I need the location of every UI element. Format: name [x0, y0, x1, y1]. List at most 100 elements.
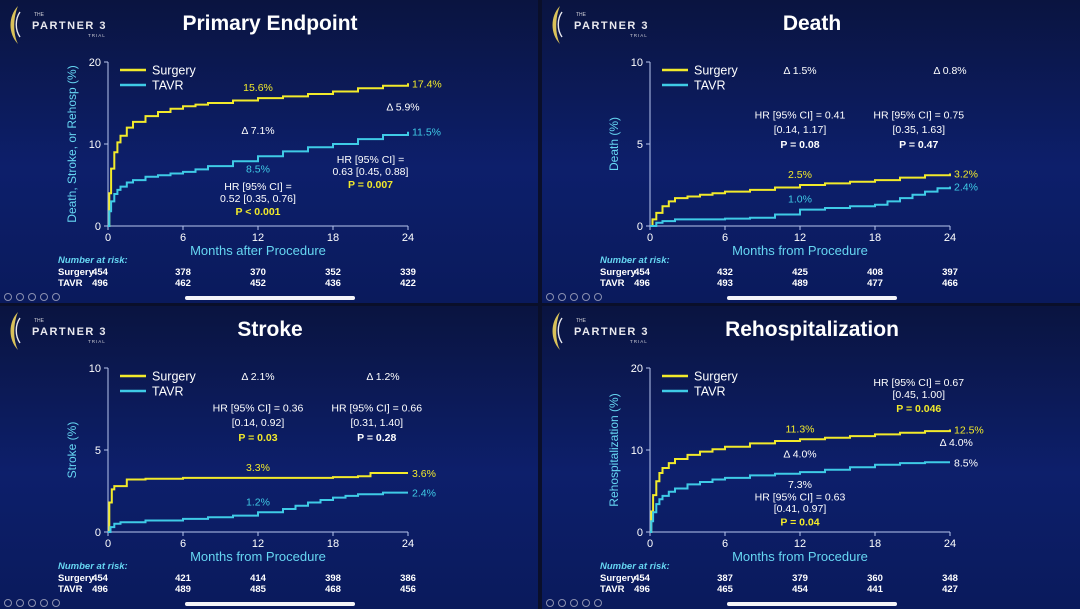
- annotation-label: P = 0.007: [348, 179, 393, 191]
- risk-value: 432: [717, 267, 733, 278]
- risk-row-tavr: TAVR 496 493 489 477 466: [600, 278, 960, 289]
- annotation-label: 12.5%: [954, 425, 984, 437]
- annotation-label: HR [95% CI] = 0.75: [873, 109, 964, 121]
- annotation-label: 2.4%: [412, 488, 436, 500]
- risk-value: 378: [175, 267, 191, 278]
- risk-value: 387: [717, 573, 733, 584]
- panel-rehospitalization: THE PARTNER 3 TRIAL Rehospitalization 0 1…: [542, 306, 1080, 609]
- logo-swoosh-icon: [552, 6, 563, 44]
- risk-value: 421: [175, 573, 191, 584]
- risk-value: 496: [634, 278, 650, 289]
- control-icon[interactable]: [4, 599, 12, 607]
- y-tick-label: 10: [89, 139, 101, 151]
- risk-table: Number at risk: Surgery 454 378 370 352 …: [58, 255, 418, 299]
- control-icon[interactable]: [40, 599, 48, 607]
- video-progress-fill: [185, 602, 355, 606]
- y-tick-label: 10: [631, 57, 643, 69]
- control-icon[interactable]: [546, 599, 554, 607]
- annotation-label: 17.4%: [412, 78, 442, 90]
- control-icon[interactable]: [52, 599, 60, 607]
- control-icon[interactable]: [28, 293, 36, 301]
- risk-row-surgery: Surgery 454 387 379 360 348: [600, 573, 960, 584]
- control-icon[interactable]: [4, 293, 12, 301]
- video-progress[interactable]: [185, 602, 355, 606]
- km-chart: 0 5 10 0 6 12 18 24 Months from Procedure Death (…: [607, 57, 978, 258]
- control-icon[interactable]: [570, 293, 578, 301]
- series-line-surgery: [108, 472, 408, 533]
- annotation-label: 1.0%: [788, 194, 812, 206]
- risk-value: 456: [400, 584, 416, 595]
- annotation-label: 3.6%: [412, 468, 436, 480]
- risk-value: 454: [634, 573, 650, 584]
- y-tick-label: 20: [89, 57, 101, 69]
- risk-row-surgery: Surgery 454 421 414 398 386: [58, 573, 418, 584]
- video-progress[interactable]: [727, 602, 897, 606]
- risk-row-tavr: TAVR 496 465 454 441 427: [600, 584, 960, 595]
- video-progress[interactable]: [727, 296, 897, 300]
- control-icon[interactable]: [570, 599, 578, 607]
- slide-controls: [4, 293, 64, 303]
- x-tick-label: 24: [944, 538, 956, 550]
- logo-the: THE: [34, 318, 44, 324]
- risk-header: Number at risk:: [600, 255, 670, 266]
- control-icon[interactable]: [558, 293, 566, 301]
- annotation-label: P = 0.046: [896, 403, 941, 415]
- annotation-label: 11.3%: [786, 423, 815, 435]
- annotation-label: Δ 2.1%: [241, 371, 274, 383]
- logo-trial: TRIAL: [630, 339, 648, 344]
- panel-title: Primary Endpoint: [182, 12, 358, 35]
- video-progress[interactable]: [185, 296, 355, 300]
- control-icon[interactable]: [594, 293, 602, 301]
- risk-row-surgery: Surgery 454 378 370 352 339: [58, 267, 418, 278]
- risk-value: 348: [942, 573, 958, 584]
- control-icon[interactable]: [16, 599, 24, 607]
- annotation-label: [0.45, 1.00]: [892, 389, 945, 401]
- annotation-label: HR [95% CI] = 0.66: [331, 402, 422, 414]
- risk-value: 422: [400, 278, 416, 289]
- series-line-tavr: [650, 186, 951, 227]
- annotation-label: [0.35, 1.63]: [892, 124, 945, 136]
- legend-label: Surgery: [694, 370, 739, 384]
- control-icon[interactable]: [40, 293, 48, 301]
- y-tick-label: 0: [637, 221, 643, 233]
- legend-label: TAVR: [694, 385, 725, 399]
- x-tick-label: 18: [327, 232, 339, 244]
- annotation-label: 0.52 [0.35, 0.76]: [220, 193, 296, 205]
- control-icon[interactable]: [558, 599, 566, 607]
- risk-label: Surgery: [600, 573, 636, 584]
- risk-value: 397: [942, 267, 958, 278]
- annotation-label: Δ 0.8%: [933, 65, 966, 77]
- risk-value: 352: [325, 267, 341, 278]
- control-icon[interactable]: [16, 293, 24, 301]
- annotation-label: HR [95% CI] = 0.41: [755, 109, 846, 121]
- risk-value: 454: [92, 573, 108, 584]
- km-chart: 0 10 20 0 6 12 18 24 Months from Procedure Rehosp…: [607, 363, 984, 564]
- annotation-label: 1.2%: [246, 496, 270, 508]
- annotation-label: Δ 4.0%: [783, 448, 816, 460]
- x-tick-label: 6: [722, 538, 728, 550]
- risk-table: Number at risk: Surgery 454 421 414 398 …: [58, 561, 418, 605]
- logo-trial: TRIAL: [630, 33, 648, 38]
- risk-row-surgery: Surgery 454 432 425 408 397: [600, 267, 960, 278]
- x-tick-label: 6: [722, 232, 728, 244]
- control-icon[interactable]: [582, 293, 590, 301]
- x-tick-label: 24: [944, 232, 956, 244]
- control-icon[interactable]: [28, 599, 36, 607]
- control-icon[interactable]: [594, 599, 602, 607]
- logo-wordmark: PARTNER 3: [574, 326, 650, 338]
- series-line-tavr: [108, 131, 409, 227]
- risk-value: 379: [792, 573, 808, 584]
- control-icon[interactable]: [546, 293, 554, 301]
- risk-label: TAVR: [58, 584, 83, 595]
- logo-the: THE: [34, 12, 44, 18]
- control-icon[interactable]: [52, 293, 60, 301]
- annotation-label: 2.5%: [788, 169, 812, 181]
- risk-value: 360: [867, 573, 883, 584]
- x-tick-label: 18: [327, 538, 339, 550]
- logo-the: THE: [576, 318, 586, 324]
- control-icon[interactable]: [582, 599, 590, 607]
- risk-label: TAVR: [600, 584, 625, 595]
- x-tick-label: 0: [647, 232, 653, 244]
- legend-label: TAVR: [694, 79, 725, 93]
- panel-primary-endpoint: THE PARTNER 3 TRIAL Primary Endpoint 0 10…: [0, 0, 538, 303]
